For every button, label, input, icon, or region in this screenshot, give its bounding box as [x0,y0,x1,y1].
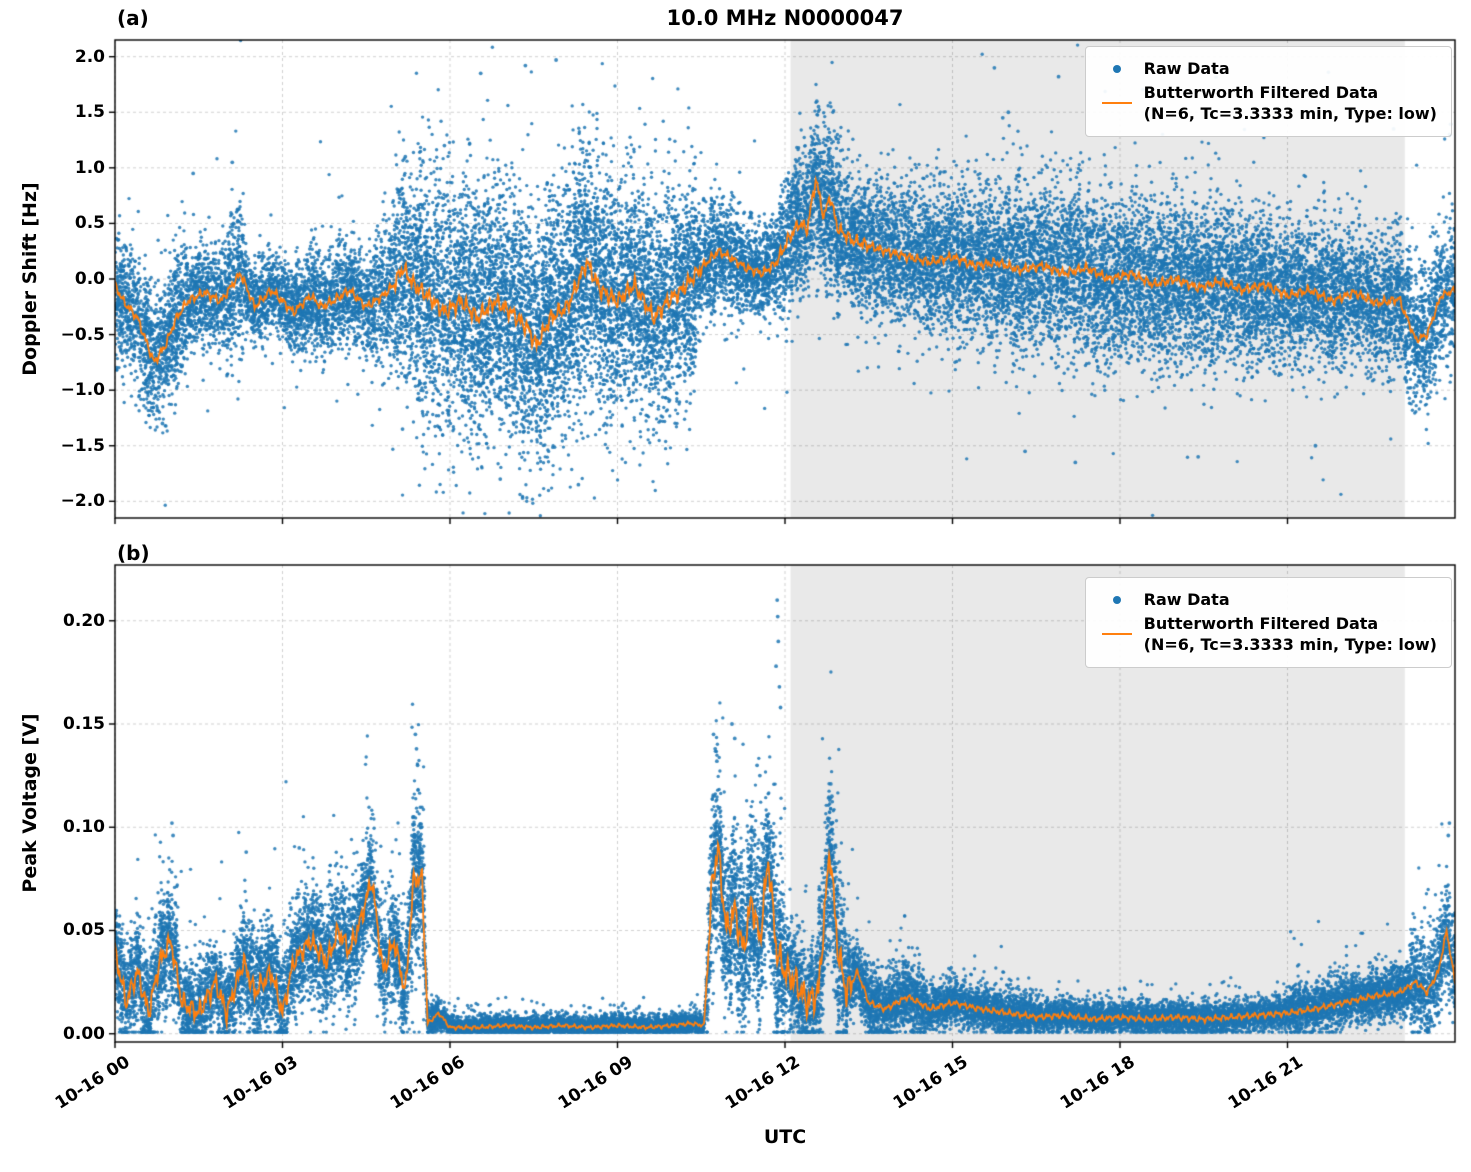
legend-filtered-text: Butterworth Filtered Data (N=6, Tc=3.333… [1144,82,1437,125]
legend-row-filtered: Butterworth Filtered Data (N=6, Tc=3.333… [1100,82,1437,125]
legend-filtered-label: Butterworth Filtered Data [1143,613,1379,633]
filtered-line-marker-icon [1100,633,1134,636]
raw-data-marker-icon [1100,64,1134,73]
legend-filtered-label: Butterworth Filtered Data [1143,82,1379,102]
legend-row-filtered: Butterworth Filtered Data (N=6, Tc=3.333… [1100,613,1437,656]
filtered-line-marker-icon [1100,102,1134,105]
legend-row-raw: Raw Data [1100,589,1437,611]
panel-a-label: (a) [117,6,149,30]
legend-filtered-sublabel: (N=6, Tc=3.3333 min, Type: low) [1143,635,1437,655]
plot-title: 10.0 MHz N0000047 [666,6,904,30]
legend-raw-label: Raw Data [1143,59,1230,78]
legend-row-raw: Raw Data [1100,58,1437,80]
y-axis-label-voltage: Peak Voltage [V] [19,713,41,893]
legend-panel-b: Raw Data Butterworth Filtered Data (N=6,… [1084,577,1452,668]
legend-filtered-text: Butterworth Filtered Data (N=6, Tc=3.333… [1144,613,1437,656]
legend-filtered-sublabel: (N=6, Tc=3.3333 min, Type: low) [1143,104,1437,124]
legend-raw-label: Raw Data [1143,590,1230,609]
panel-b-label: (b) [117,541,150,565]
x-axis-label: UTC [763,1126,807,1148]
raw-data-marker-icon [1100,595,1134,604]
legend-panel-a: Raw Data Butterworth Filtered Data (N=6,… [1084,46,1452,137]
y-axis-label-doppler: Doppler Shift [Hz] [19,182,41,376]
